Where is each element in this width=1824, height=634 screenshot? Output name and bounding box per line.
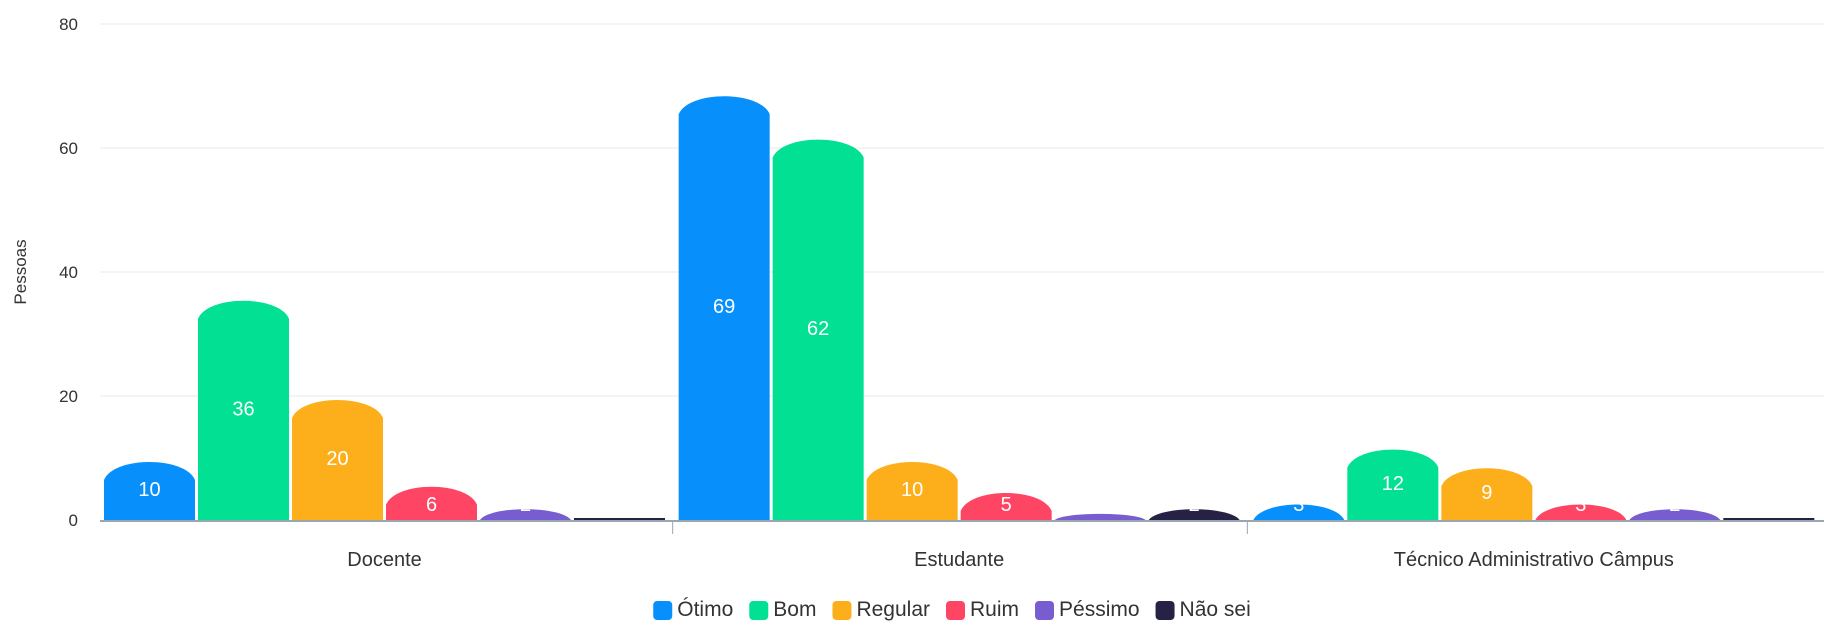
data-label: 6 [426,494,437,516]
legend-label: Ótimo [677,598,733,621]
bar [574,518,665,520]
data-label: 5 [1001,494,1012,516]
x-category-label: Estudante [914,549,1004,571]
legend-swatch [1155,601,1175,620]
bar [960,493,1052,520]
bars [104,96,1815,520]
y-tick-label: 0 [69,511,78,530]
legend-label: Péssimo [1059,598,1140,621]
x-axis [100,520,1824,534]
data-label: 69 [713,296,735,318]
x-category-label: Docente [347,549,422,571]
bar [678,96,770,520]
bar [1347,449,1439,520]
legend-label: Não sei [1180,598,1251,621]
legend-item[interactable]: Regular [832,598,930,621]
data-label: 9 [1481,482,1492,504]
data-label: 10 [901,479,923,501]
x-category-label: Técnico Administrativo Câmpus [1394,549,1674,571]
legend-item[interactable]: Não sei [1155,598,1251,621]
legend: Ótimo Bom Regular Ruim Péssimo Não sei [653,598,1251,621]
bar [1054,513,1146,520]
data-label: 20 [326,448,348,470]
y-tick-label: 80 [59,15,78,34]
data-label: 2 [520,494,531,516]
legend-swatch [749,601,769,620]
data-label: 2 [1189,494,1200,516]
data-label: 3 [1575,494,1586,516]
data-label: 36 [232,398,254,420]
legend-item[interactable]: Bom [749,598,816,621]
legend-swatch [653,601,673,620]
legend-label: Ruim [970,598,1019,621]
bar [1148,509,1240,520]
data-label: 3 [1293,494,1304,516]
bar [292,400,383,520]
bar [198,300,289,520]
y-tick-label: 20 [59,387,78,406]
x-axis-categories: Docente Estudante Técnico Administrativo C… [347,549,1674,571]
y-axis-ticks: 0 20 40 60 80 [59,15,78,530]
bar [1441,468,1533,520]
bar [480,509,571,520]
bar [772,139,864,520]
data-label: 12 [1382,473,1404,495]
legend-item[interactable]: Ótimo [653,598,733,621]
legend-label: Bom [773,598,816,621]
legend-swatch [946,601,965,620]
bar [104,462,195,520]
y-axis-title: Pessoas [11,239,30,304]
data-label: 2 [1669,494,1680,516]
gridlines [100,23,1824,397]
bar [1629,509,1721,520]
data-label: 10 [138,479,160,501]
legend-label: Regular [856,598,930,621]
bar [866,462,958,520]
legend-swatch [1035,601,1055,620]
bar [386,486,477,520]
y-tick-label: 60 [59,139,78,158]
legend-item[interactable]: Péssimo [1035,598,1140,621]
bar [1253,504,1345,520]
legend-swatch [832,601,852,620]
bar [1535,504,1627,520]
legend-item[interactable]: Ruim [946,598,1019,621]
y-tick-label: 40 [59,263,78,282]
bar [1723,518,1815,520]
data-label: 62 [807,318,829,340]
